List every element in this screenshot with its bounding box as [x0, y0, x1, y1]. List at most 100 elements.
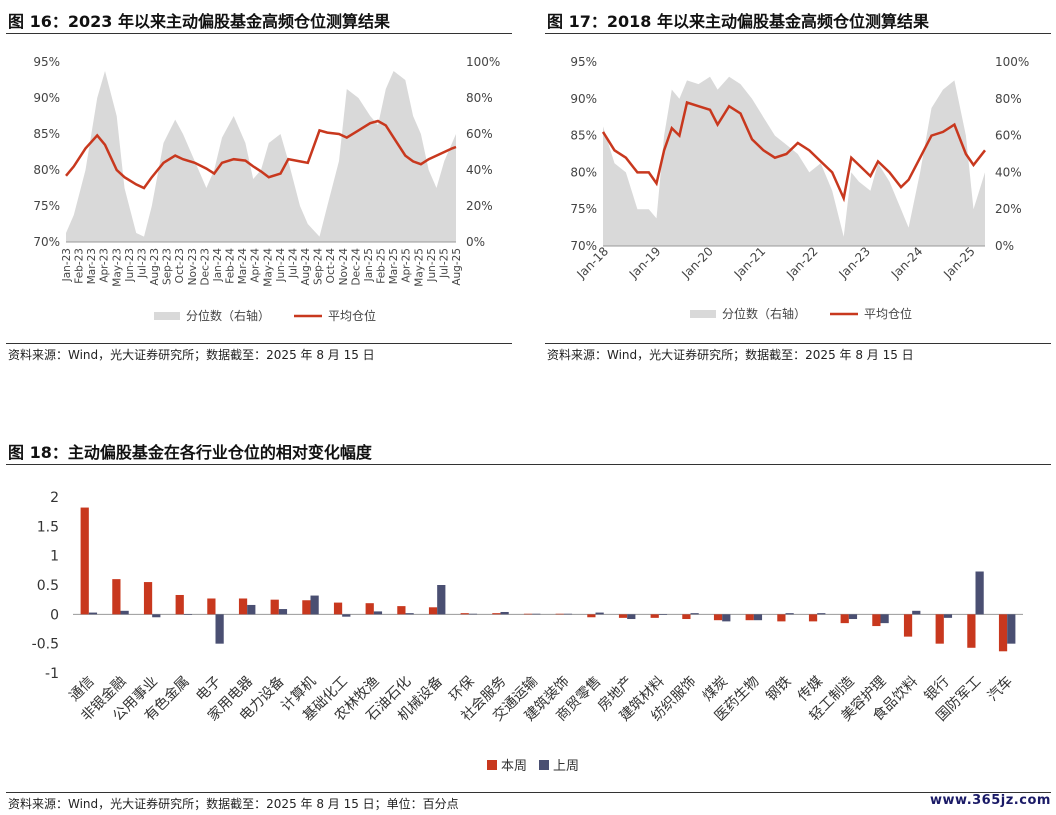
- x-axis-tick: Feb-25: [376, 248, 388, 284]
- legend-area-swatch: [690, 310, 716, 318]
- legend-line-label: 平均仓位: [864, 306, 912, 321]
- bar-last-week: [785, 613, 794, 615]
- figure17-source: 资料来源：Wind，光大证券研究所；数据截至：2025 年 8 月 15 日: [547, 348, 914, 362]
- y-axis-tick: 2: [50, 490, 59, 506]
- legend-area-label: 分位数（右轴）: [722, 306, 806, 321]
- bar-this-week: [270, 599, 279, 615]
- bar-last-week: [500, 611, 509, 615]
- x-axis-tick: Aug-23: [149, 248, 161, 286]
- bar-this-week: [428, 607, 438, 615]
- bar-this-week: [555, 613, 564, 615]
- right-axis-tick: 80%: [995, 92, 1022, 106]
- left-axis-tick: 95%: [33, 55, 60, 69]
- legend-last-week-swatch: [539, 760, 549, 770]
- y-axis-tick: -0.5: [32, 637, 59, 653]
- figure17-title-rule: [545, 33, 1051, 34]
- y-axis-tick: 1.5: [37, 519, 59, 535]
- figure18-source: 资料来源：Wind，光大证券研究所；数据截至：2025 年 8 月 15 日；单…: [8, 797, 459, 811]
- bar-last-week: [658, 614, 668, 615]
- x-axis-tick: Mar-25: [388, 248, 400, 284]
- bar-last-week: [753, 614, 763, 621]
- bar-this-week: [998, 614, 1008, 652]
- left-axis-tick: 70%: [33, 235, 60, 249]
- bar-last-week: [342, 614, 351, 617]
- right-axis-tick: 20%: [466, 199, 493, 213]
- x-axis-tick: Apr-24: [250, 248, 262, 283]
- x-axis-tick: Jan-21: [731, 244, 769, 282]
- figure17-chart: 70% 75% 80% 85% 90% 95% 0% 20% 40% 60% 80% 100% Jan-…: [570, 55, 1029, 321]
- bar-last-week: [975, 571, 984, 615]
- bar-last-week: [247, 604, 256, 615]
- bar-this-week: [460, 613, 469, 615]
- right-axis-tick: 60%: [466, 127, 493, 141]
- right-axis-tick: 0%: [466, 235, 485, 249]
- bar-this-week: [618, 614, 628, 618]
- right-axis-tick: 60%: [995, 129, 1022, 143]
- bar-this-week: [587, 614, 596, 618]
- bar-last-week: [183, 614, 193, 615]
- bar-this-week: [207, 598, 216, 615]
- percentile-area: [66, 71, 456, 242]
- x-axis-tick: Jul-24: [287, 248, 299, 279]
- left-axis-tick: 75%: [33, 199, 60, 213]
- y-axis-tick: 0.5: [37, 578, 59, 594]
- bar-last-week: [468, 613, 478, 615]
- left-axis-tick: 85%: [33, 127, 60, 141]
- y-axis-tick: 0: [50, 607, 59, 623]
- bar-this-week: [872, 614, 881, 627]
- x-axis-tick: Jun-24: [275, 248, 287, 283]
- x-axis-tick: Oct-24: [325, 248, 337, 284]
- average-position-line: [65, 119, 457, 190]
- x-axis-tick: Aug-25: [451, 248, 463, 286]
- left-axis-tick: 90%: [570, 92, 597, 106]
- x-axis-tick: Oct-23: [174, 248, 186, 283]
- right-axis-tick: 100%: [995, 55, 1029, 69]
- figure16-chart: 70% 75% 80% 85% 90% 95% 0% 20% 40% 60% 80% 100% Jan-…: [33, 55, 500, 323]
- right-axis-tick: 40%: [466, 163, 493, 177]
- right-axis-tick: 0%: [995, 239, 1014, 253]
- average-position-line: [601, 100, 986, 203]
- bar-this-week: [397, 606, 406, 615]
- figure16-title: 图 16：2023 年以来主动偏股基金高频仓位测算结果: [8, 12, 390, 31]
- figure18-title: 图 18：主动偏股基金在各行业仓位的相对变化幅度: [8, 443, 372, 462]
- x-axis-tick: Sep-24: [313, 248, 325, 285]
- left-axis-tick: 80%: [33, 163, 60, 177]
- bar-this-week: [650, 614, 659, 618]
- legend-line-label: 平均仓位: [328, 308, 376, 323]
- figure17-title: 图 17：2018 年以来主动偏股基金高频仓位测算结果: [547, 12, 929, 31]
- left-axis-tick: 85%: [570, 129, 597, 143]
- category-label: 汽车: [984, 673, 1016, 705]
- bar-this-week: [903, 614, 913, 637]
- bar-last-week: [563, 613, 573, 615]
- left-axis-tick: 80%: [570, 165, 597, 179]
- x-axis-tick: Jan-19: [626, 244, 664, 282]
- left-axis-tick: 75%: [570, 202, 597, 216]
- legend-area-swatch: [154, 312, 180, 320]
- bar-this-week: [745, 614, 754, 621]
- x-axis-tick: Apr-25: [401, 248, 413, 283]
- category-label: 钢铁: [763, 674, 794, 705]
- figure16-source-rule: [6, 343, 512, 344]
- bar-last-week: [690, 613, 699, 615]
- bar-this-week: [492, 613, 501, 615]
- legend-this-week-swatch: [487, 760, 497, 770]
- figure18-title-rule: [6, 464, 1051, 465]
- x-axis-tick: Mar-24: [237, 248, 249, 285]
- bar-last-week: [437, 585, 446, 615]
- x-axis-tick: Apr-23: [99, 248, 111, 283]
- x-axis-tick: Jan-25: [363, 248, 375, 282]
- bar-last-week: [373, 611, 383, 615]
- bar-this-week: [143, 582, 153, 615]
- percentile-area: [603, 76, 985, 246]
- x-axis-tick: May-24: [262, 248, 274, 287]
- right-axis-tick: 100%: [466, 55, 500, 69]
- x-axis-tick: Jan-22: [783, 244, 821, 282]
- figure17-source-rule: [545, 343, 1051, 344]
- bar-last-week: [405, 613, 414, 615]
- x-axis-tick: Jan-24: [212, 248, 224, 283]
- bar-this-week: [808, 614, 818, 622]
- x-axis-tick: Dec-24: [350, 248, 362, 286]
- bar-this-week: [523, 613, 533, 615]
- right-axis-tick: 80%: [466, 91, 493, 105]
- bar-last-week: [215, 614, 224, 644]
